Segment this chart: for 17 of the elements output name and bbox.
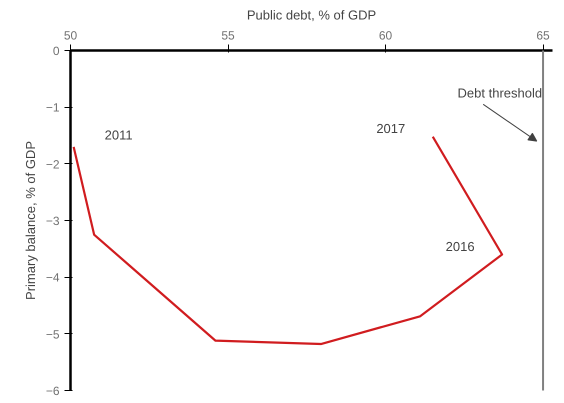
y-tick-label: −5 xyxy=(46,327,60,342)
y-axis-title: Primary balance, % of GDP xyxy=(22,141,38,300)
y-tick-label: −6 xyxy=(46,384,60,398)
x-tick-label: 60 xyxy=(378,28,393,42)
y-tick-label: −4 xyxy=(46,270,60,285)
annotation: 2017 xyxy=(376,121,406,136)
y-tick-label: 0 xyxy=(52,44,60,58)
x-tick-label: 65 xyxy=(536,28,550,42)
x-axis-title: Public debt, % of GDP xyxy=(246,8,376,22)
y-tick-label: −3 xyxy=(46,214,60,228)
y-tick-label: −1 xyxy=(46,100,60,115)
ref-line-label: Debt threshold xyxy=(458,86,542,100)
annotation: 2016 xyxy=(446,239,475,254)
y-tick-label: −2 xyxy=(46,157,60,172)
annotation: 2011 xyxy=(104,127,133,142)
x-tick-label: 50 xyxy=(64,28,78,42)
x-tick-label: 55 xyxy=(221,28,236,42)
